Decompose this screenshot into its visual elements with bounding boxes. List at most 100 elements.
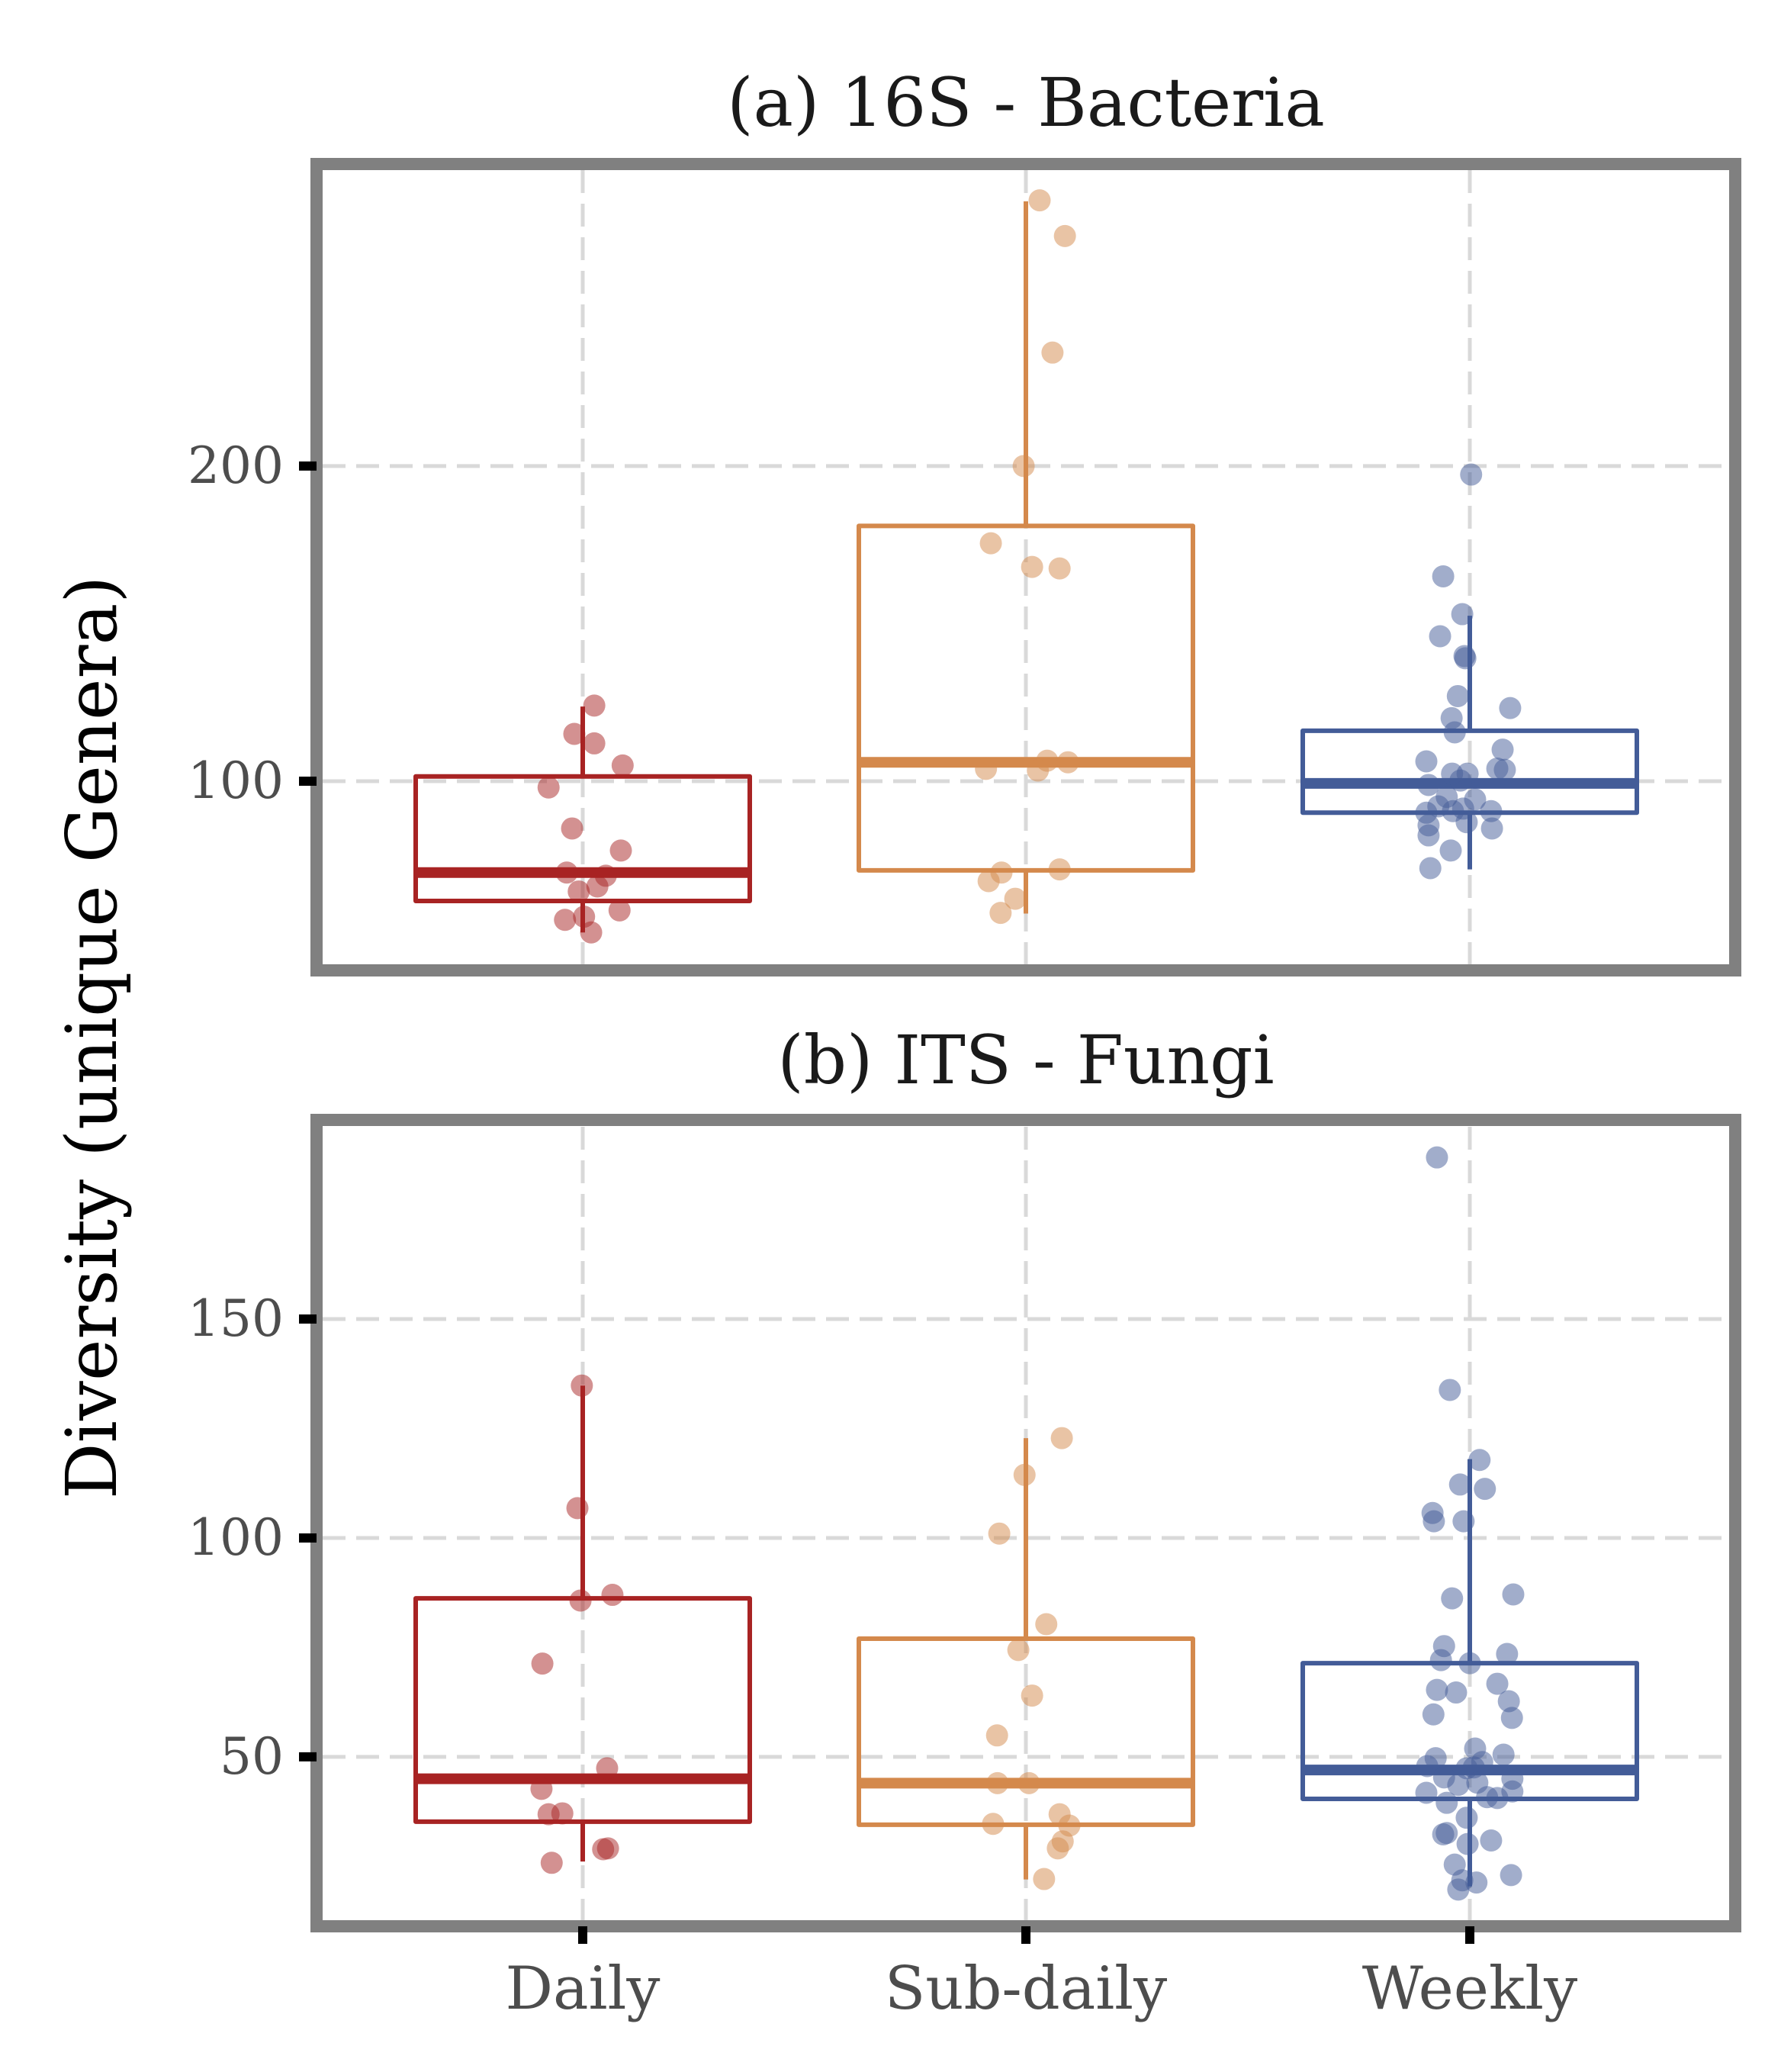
box-daily — [413, 1374, 752, 1874]
data-point — [563, 722, 586, 745]
data-point — [1028, 189, 1051, 212]
data-point — [1426, 1146, 1448, 1169]
data-point — [583, 732, 606, 754]
data-point — [1500, 1864, 1522, 1887]
y-tick-label: 100 — [188, 1508, 284, 1567]
data-point — [1036, 749, 1059, 772]
data-point — [1449, 769, 1472, 792]
data-point — [989, 902, 1012, 925]
x-tick-label: Sub-daily — [885, 1955, 1167, 2023]
data-point — [1480, 1829, 1503, 1852]
data-point — [554, 909, 577, 931]
data-point — [1474, 1478, 1496, 1501]
data-point — [567, 880, 590, 903]
data-point — [1443, 721, 1466, 744]
y-tick-label: 200 — [188, 436, 284, 495]
box-sub-daily — [857, 1427, 1195, 1890]
data-point — [608, 899, 631, 922]
data-point — [975, 758, 998, 780]
data-point — [596, 1757, 619, 1780]
data-point — [1417, 774, 1440, 796]
y-tick-label: 50 — [220, 1727, 284, 1786]
data-point — [1432, 565, 1455, 587]
panel-title: (b) ITS - Fungi — [777, 1021, 1274, 1099]
data-point — [1013, 1463, 1036, 1486]
data-point — [1500, 1707, 1523, 1729]
data-point — [1486, 1672, 1509, 1695]
data-point — [1447, 1878, 1470, 1901]
data-point — [1021, 1684, 1043, 1707]
data-point — [985, 1724, 1008, 1747]
data-point — [1417, 824, 1440, 847]
data-point — [566, 1497, 589, 1520]
data-point — [1458, 1652, 1481, 1675]
data-point — [1502, 1583, 1525, 1606]
data-point — [1460, 463, 1483, 486]
data-point — [1429, 1649, 1452, 1671]
data-point — [1041, 341, 1064, 364]
data-point — [609, 839, 632, 862]
data-point — [1447, 1774, 1470, 1797]
data-point — [1056, 751, 1079, 774]
data-point — [1456, 1832, 1479, 1855]
data-point — [561, 817, 583, 840]
y-tick-label: 150 — [188, 1289, 284, 1348]
panel-16s-bacteria: (a) 16S - Bacteria 100 200 — [188, 63, 1741, 976]
data-point — [1053, 224, 1076, 247]
data-point — [601, 1584, 624, 1607]
data-point — [1439, 839, 1462, 862]
data-point — [540, 1852, 563, 1874]
box-daily — [413, 694, 752, 944]
data-point — [596, 1837, 619, 1860]
data-point — [1499, 697, 1522, 719]
data-point — [1415, 750, 1438, 773]
data-point — [569, 1589, 592, 1612]
data-point — [586, 875, 609, 898]
data-point — [1017, 1771, 1040, 1794]
data-point — [1050, 1427, 1073, 1449]
data-point — [1451, 603, 1474, 626]
data-point — [1007, 1639, 1030, 1662]
data-point — [1419, 857, 1442, 880]
data-point — [1046, 1837, 1069, 1860]
data-point — [979, 532, 1002, 555]
panel-frame — [310, 158, 1741, 976]
data-point — [1446, 684, 1469, 707]
data-point — [1423, 1510, 1445, 1533]
data-point — [1455, 811, 1478, 834]
data-point — [1416, 1755, 1439, 1778]
data-point — [1455, 1807, 1478, 1829]
data-point — [531, 1652, 554, 1675]
data-point — [1448, 1473, 1471, 1496]
iqr-box — [857, 1636, 1195, 1827]
data-point — [1415, 1781, 1438, 1804]
data-point — [988, 1522, 1011, 1545]
data-point — [982, 1813, 1005, 1836]
panel-title: (a) 16S - Bacteria — [727, 63, 1325, 142]
data-point — [1492, 1743, 1515, 1766]
data-point — [1048, 557, 1071, 580]
data-point — [1033, 1868, 1056, 1890]
y-tick-label: 100 — [188, 751, 284, 810]
data-point — [1468, 1449, 1491, 1472]
data-point — [571, 1374, 593, 1397]
data-point — [1021, 555, 1043, 578]
data-point — [1445, 1681, 1468, 1704]
data-point — [1439, 1379, 1461, 1401]
data-point — [530, 1778, 553, 1800]
data-point — [1435, 1791, 1458, 1814]
data-point — [1486, 1787, 1509, 1810]
x-tick-label: Daily — [506, 1955, 661, 2023]
data-point — [1035, 1613, 1058, 1636]
box-weekly — [1300, 1146, 1639, 1901]
data-point — [1452, 1510, 1475, 1533]
data-point — [1048, 858, 1071, 881]
data-point — [1454, 647, 1477, 670]
data-point — [1426, 1678, 1448, 1701]
data-point — [555, 861, 578, 884]
panel-its-fungi: (b) ITS - Fungi 50 100 150 — [188, 1021, 1741, 1932]
data-point — [580, 921, 603, 944]
data-point — [986, 1771, 1009, 1794]
data-point — [611, 754, 634, 777]
